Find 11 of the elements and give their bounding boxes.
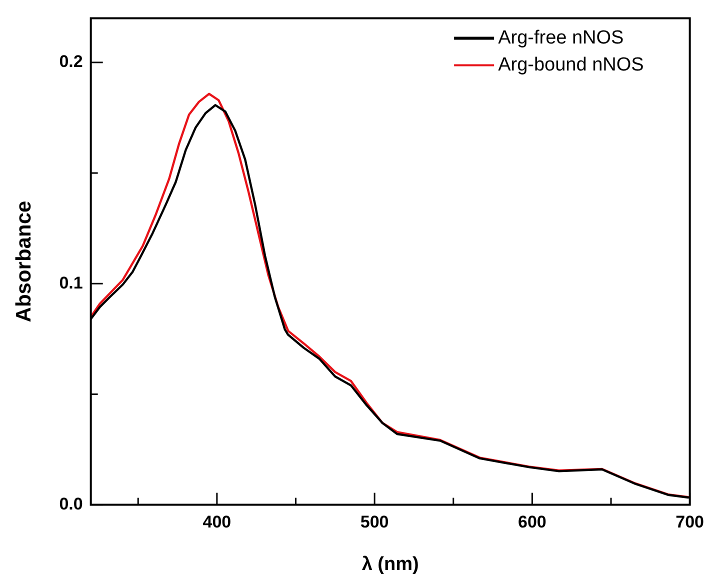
y-tick-label: 0.1 bbox=[59, 273, 83, 292]
text: 0.0 bbox=[59, 494, 83, 514]
x-axis-title: λ (nm) bbox=[362, 554, 419, 575]
y-tick-label: 0.2 bbox=[59, 52, 83, 72]
x-tick-label: 400 bbox=[202, 512, 232, 532]
x-tick-label: 600 bbox=[518, 512, 546, 532]
legend-label: Arg-bound nNOS bbox=[498, 54, 644, 76]
x-tick-label: 700 bbox=[676, 512, 704, 532]
y-axis-title: Absorbance bbox=[12, 200, 36, 322]
x-tick-label: 500 bbox=[360, 512, 389, 532]
legend-label: Arg-free nNOS bbox=[498, 27, 624, 48]
